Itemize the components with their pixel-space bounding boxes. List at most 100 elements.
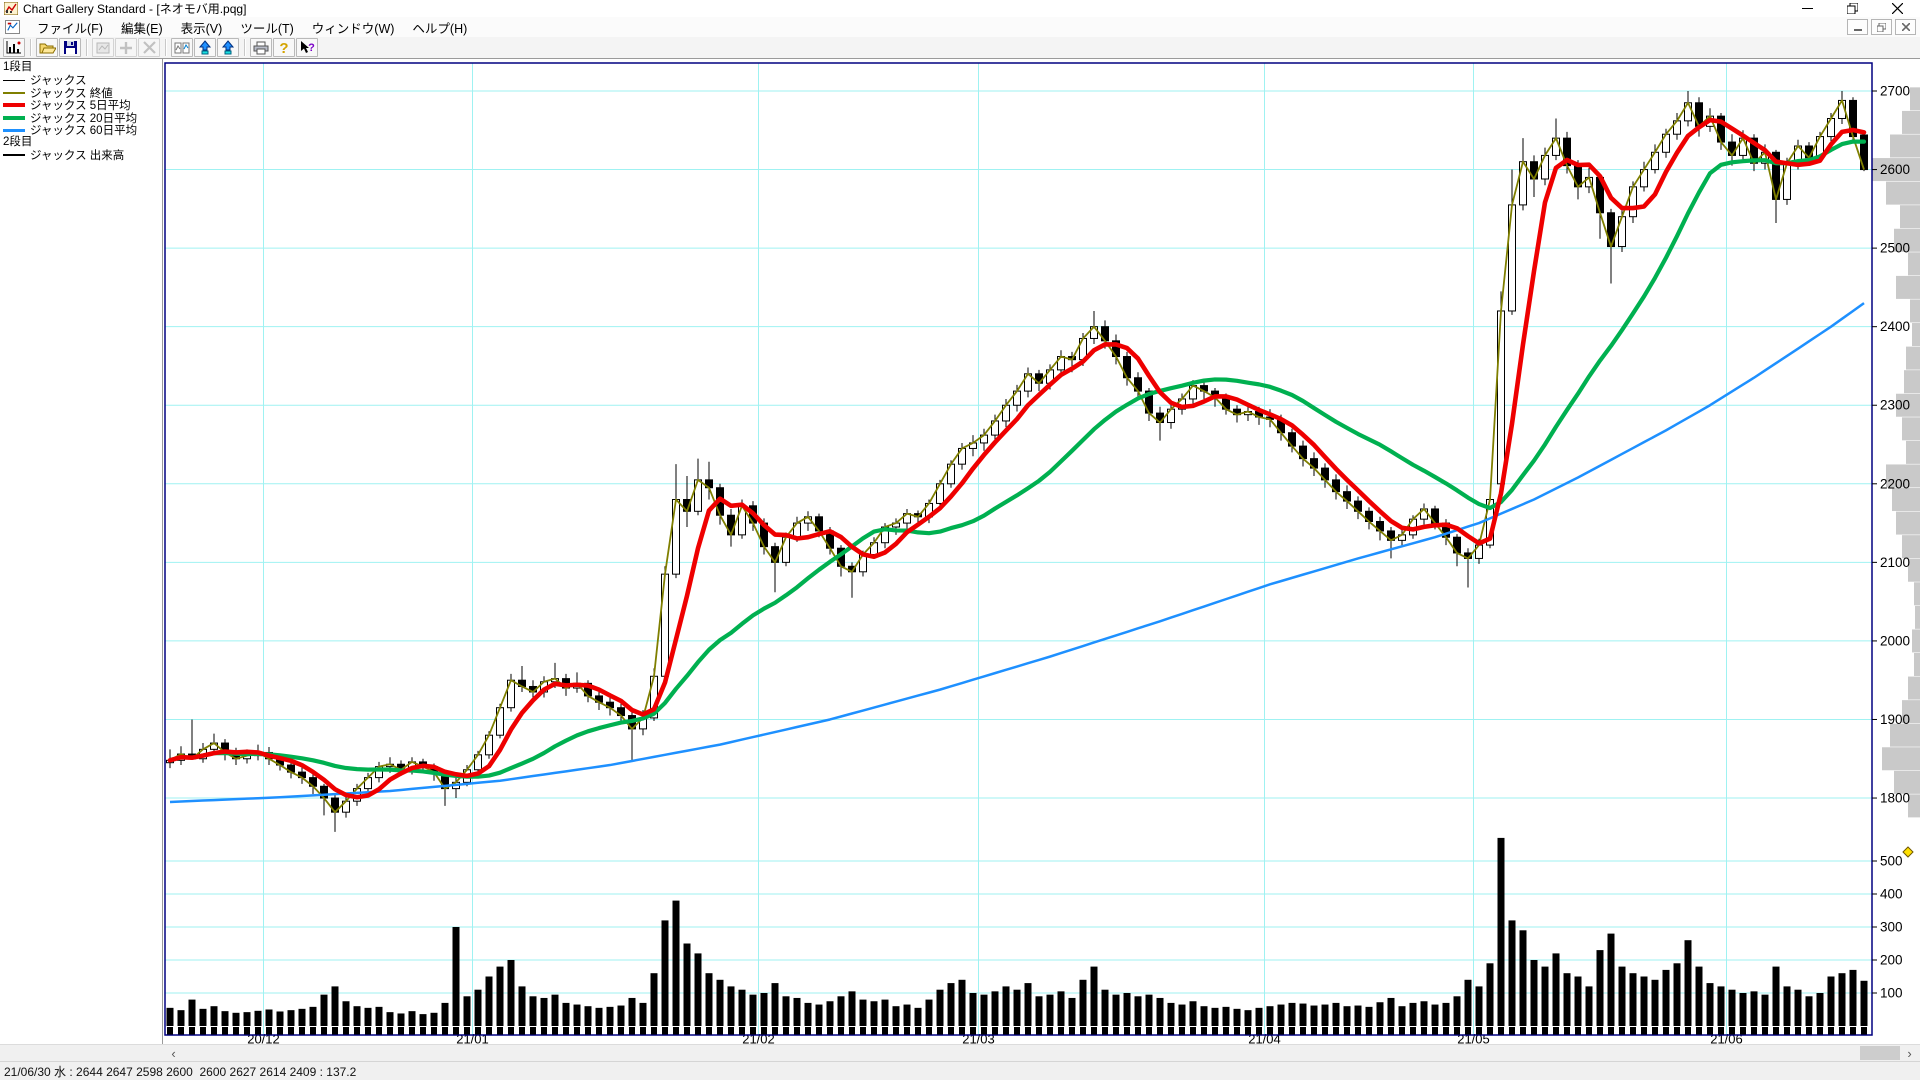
legend-item-pane2-0[interactable]: ジャックス 出来高 — [3, 150, 162, 162]
day-tick — [904, 1027, 910, 1035]
save-file-button[interactable] — [59, 38, 81, 57]
volume-bar — [1090, 966, 1098, 1026]
day-tick — [1861, 1027, 1867, 1035]
volume-profile-bar — [1886, 181, 1920, 205]
volume-bar — [1255, 1007, 1263, 1026]
open-file-button[interactable] — [36, 38, 58, 57]
scroll-left-button[interactable]: ‹ — [165, 1045, 182, 1061]
volume-bar — [1651, 979, 1659, 1026]
close-icon — [1892, 3, 1903, 14]
volume-bar — [1068, 997, 1076, 1026]
volume-bar — [870, 1001, 878, 1026]
scroll-down-button[interactable] — [194, 38, 216, 57]
day-tick — [288, 1027, 294, 1035]
day-tick — [761, 1027, 767, 1035]
window-title: Chart Gallery Standard - [ネオモバ用.pqg] — [23, 2, 247, 16]
volume-bar — [1332, 1002, 1340, 1026]
day-tick — [519, 1027, 525, 1035]
volume-bar — [397, 1013, 405, 1026]
scroll-up-button[interactable] — [217, 38, 239, 57]
volume-bar — [518, 986, 526, 1026]
delete-data-button — [138, 38, 160, 57]
menu-item-5[interactable]: ヘルプ(H) — [412, 21, 468, 36]
day-tick — [1245, 1027, 1251, 1035]
day-tick — [1718, 1027, 1724, 1035]
minimize-button[interactable] — [1785, 0, 1830, 17]
day-tick — [200, 1027, 206, 1035]
volume-bar — [837, 996, 845, 1026]
menu-item-3[interactable]: ツール(T) — [240, 21, 294, 36]
print-button[interactable] — [250, 38, 272, 57]
legend-item-pane1-4[interactable]: ジャックス 60日平均 — [3, 125, 162, 137]
legend-item-pane1-3[interactable]: ジャックス 20日平均 — [3, 112, 162, 125]
price-axis-label: 2600 — [1880, 162, 1910, 177]
menu-item-2[interactable]: 表示(V) — [180, 21, 223, 36]
day-tick — [1839, 1027, 1845, 1035]
horizontal-scrollbar[interactable]: ‹ › — [0, 1044, 1920, 1061]
volume-bar — [1838, 973, 1846, 1026]
help-icon: ? — [278, 40, 290, 55]
day-tick — [783, 1027, 789, 1035]
volume-bar — [1244, 1010, 1252, 1026]
volume-bar — [353, 1006, 361, 1026]
mdi-minimize-button[interactable] — [1847, 19, 1868, 35]
volume-bar — [1233, 1008, 1241, 1026]
day-tick — [1619, 1027, 1625, 1035]
volume-bar — [716, 979, 724, 1026]
legend-item-pane1-1[interactable]: ジャックス 終値 — [3, 87, 162, 100]
document-icon — [5, 20, 20, 34]
day-tick — [453, 1027, 459, 1035]
rescale-chart-button[interactable] — [171, 38, 193, 57]
day-tick — [1773, 1027, 1779, 1035]
price-volume-chart[interactable]: 20/12 21/01 21/02 21/03 21/04 21/05 21/06 2700 2… — [163, 59, 1920, 1045]
volume-bar — [991, 991, 999, 1026]
volume-bar — [1277, 1004, 1285, 1026]
menu-item-1[interactable]: 編集(E) — [120, 21, 163, 36]
day-tick — [1124, 1027, 1130, 1035]
volume-bar — [826, 1001, 834, 1026]
day-tick — [1597, 1027, 1603, 1035]
day-tick — [1850, 1027, 1856, 1035]
day-tick — [607, 1027, 613, 1035]
volume-profile-bar — [1914, 652, 1920, 676]
menu-item-4[interactable]: ウィンドウ(W) — [311, 21, 395, 36]
day-tick — [1531, 1027, 1537, 1035]
day-tick — [706, 1027, 712, 1035]
menu-item-0[interactable]: ファイル(F) — [37, 21, 103, 36]
volume-bar — [1134, 996, 1142, 1026]
chart-wizard-button[interactable] — [3, 38, 25, 57]
day-tick — [1806, 1027, 1812, 1035]
volume-bar — [1739, 993, 1747, 1026]
mdi-restore-button[interactable] — [1871, 19, 1892, 35]
legend-panel: 1段目 ジャックス ジャックス 終値 ジャックス 5日平均 ジャックス 20日平均 ジャッ… — [0, 59, 163, 1045]
legend-item-pane1-2[interactable]: ジャックス 5日平均 — [3, 100, 162, 112]
close-button[interactable] — [1875, 0, 1920, 17]
day-tick — [1080, 1027, 1086, 1035]
day-tick — [1201, 1027, 1207, 1035]
legend-swatch — [3, 115, 25, 120]
day-tick — [1289, 1027, 1295, 1035]
context-help-button[interactable]: ? — [296, 38, 318, 57]
status-bar: 21/06/30 水 : 2644 2647 2598 2600 2600 26… — [0, 1061, 1920, 1080]
day-tick — [1179, 1027, 1185, 1035]
scrollbar-thumb[interactable] — [1860, 1046, 1900, 1060]
day-tick — [1696, 1027, 1702, 1035]
day-tick — [1234, 1027, 1240, 1035]
day-tick — [244, 1027, 250, 1035]
chart-area[interactable]: 20/12 21/01 21/02 21/03 21/04 21/05 21/06 2700 2… — [163, 59, 1920, 1045]
day-tick — [629, 1027, 635, 1035]
day-tick — [1333, 1027, 1339, 1035]
volume-profile-bar — [1908, 676, 1920, 700]
volume-bar — [1167, 1002, 1175, 1026]
mdi-close-button[interactable] — [1895, 19, 1916, 35]
day-tick — [827, 1027, 833, 1035]
day-tick — [1300, 1027, 1306, 1035]
day-tick — [376, 1027, 382, 1035]
help-button[interactable]: ? — [273, 38, 295, 57]
maximize-button[interactable] — [1830, 0, 1875, 17]
legend-item-pane1-0[interactable]: ジャックス — [3, 75, 162, 87]
day-tick — [1036, 1027, 1042, 1035]
day-tick — [541, 1027, 547, 1035]
scroll-right-button[interactable]: › — [1901, 1045, 1918, 1061]
day-tick — [959, 1027, 965, 1035]
